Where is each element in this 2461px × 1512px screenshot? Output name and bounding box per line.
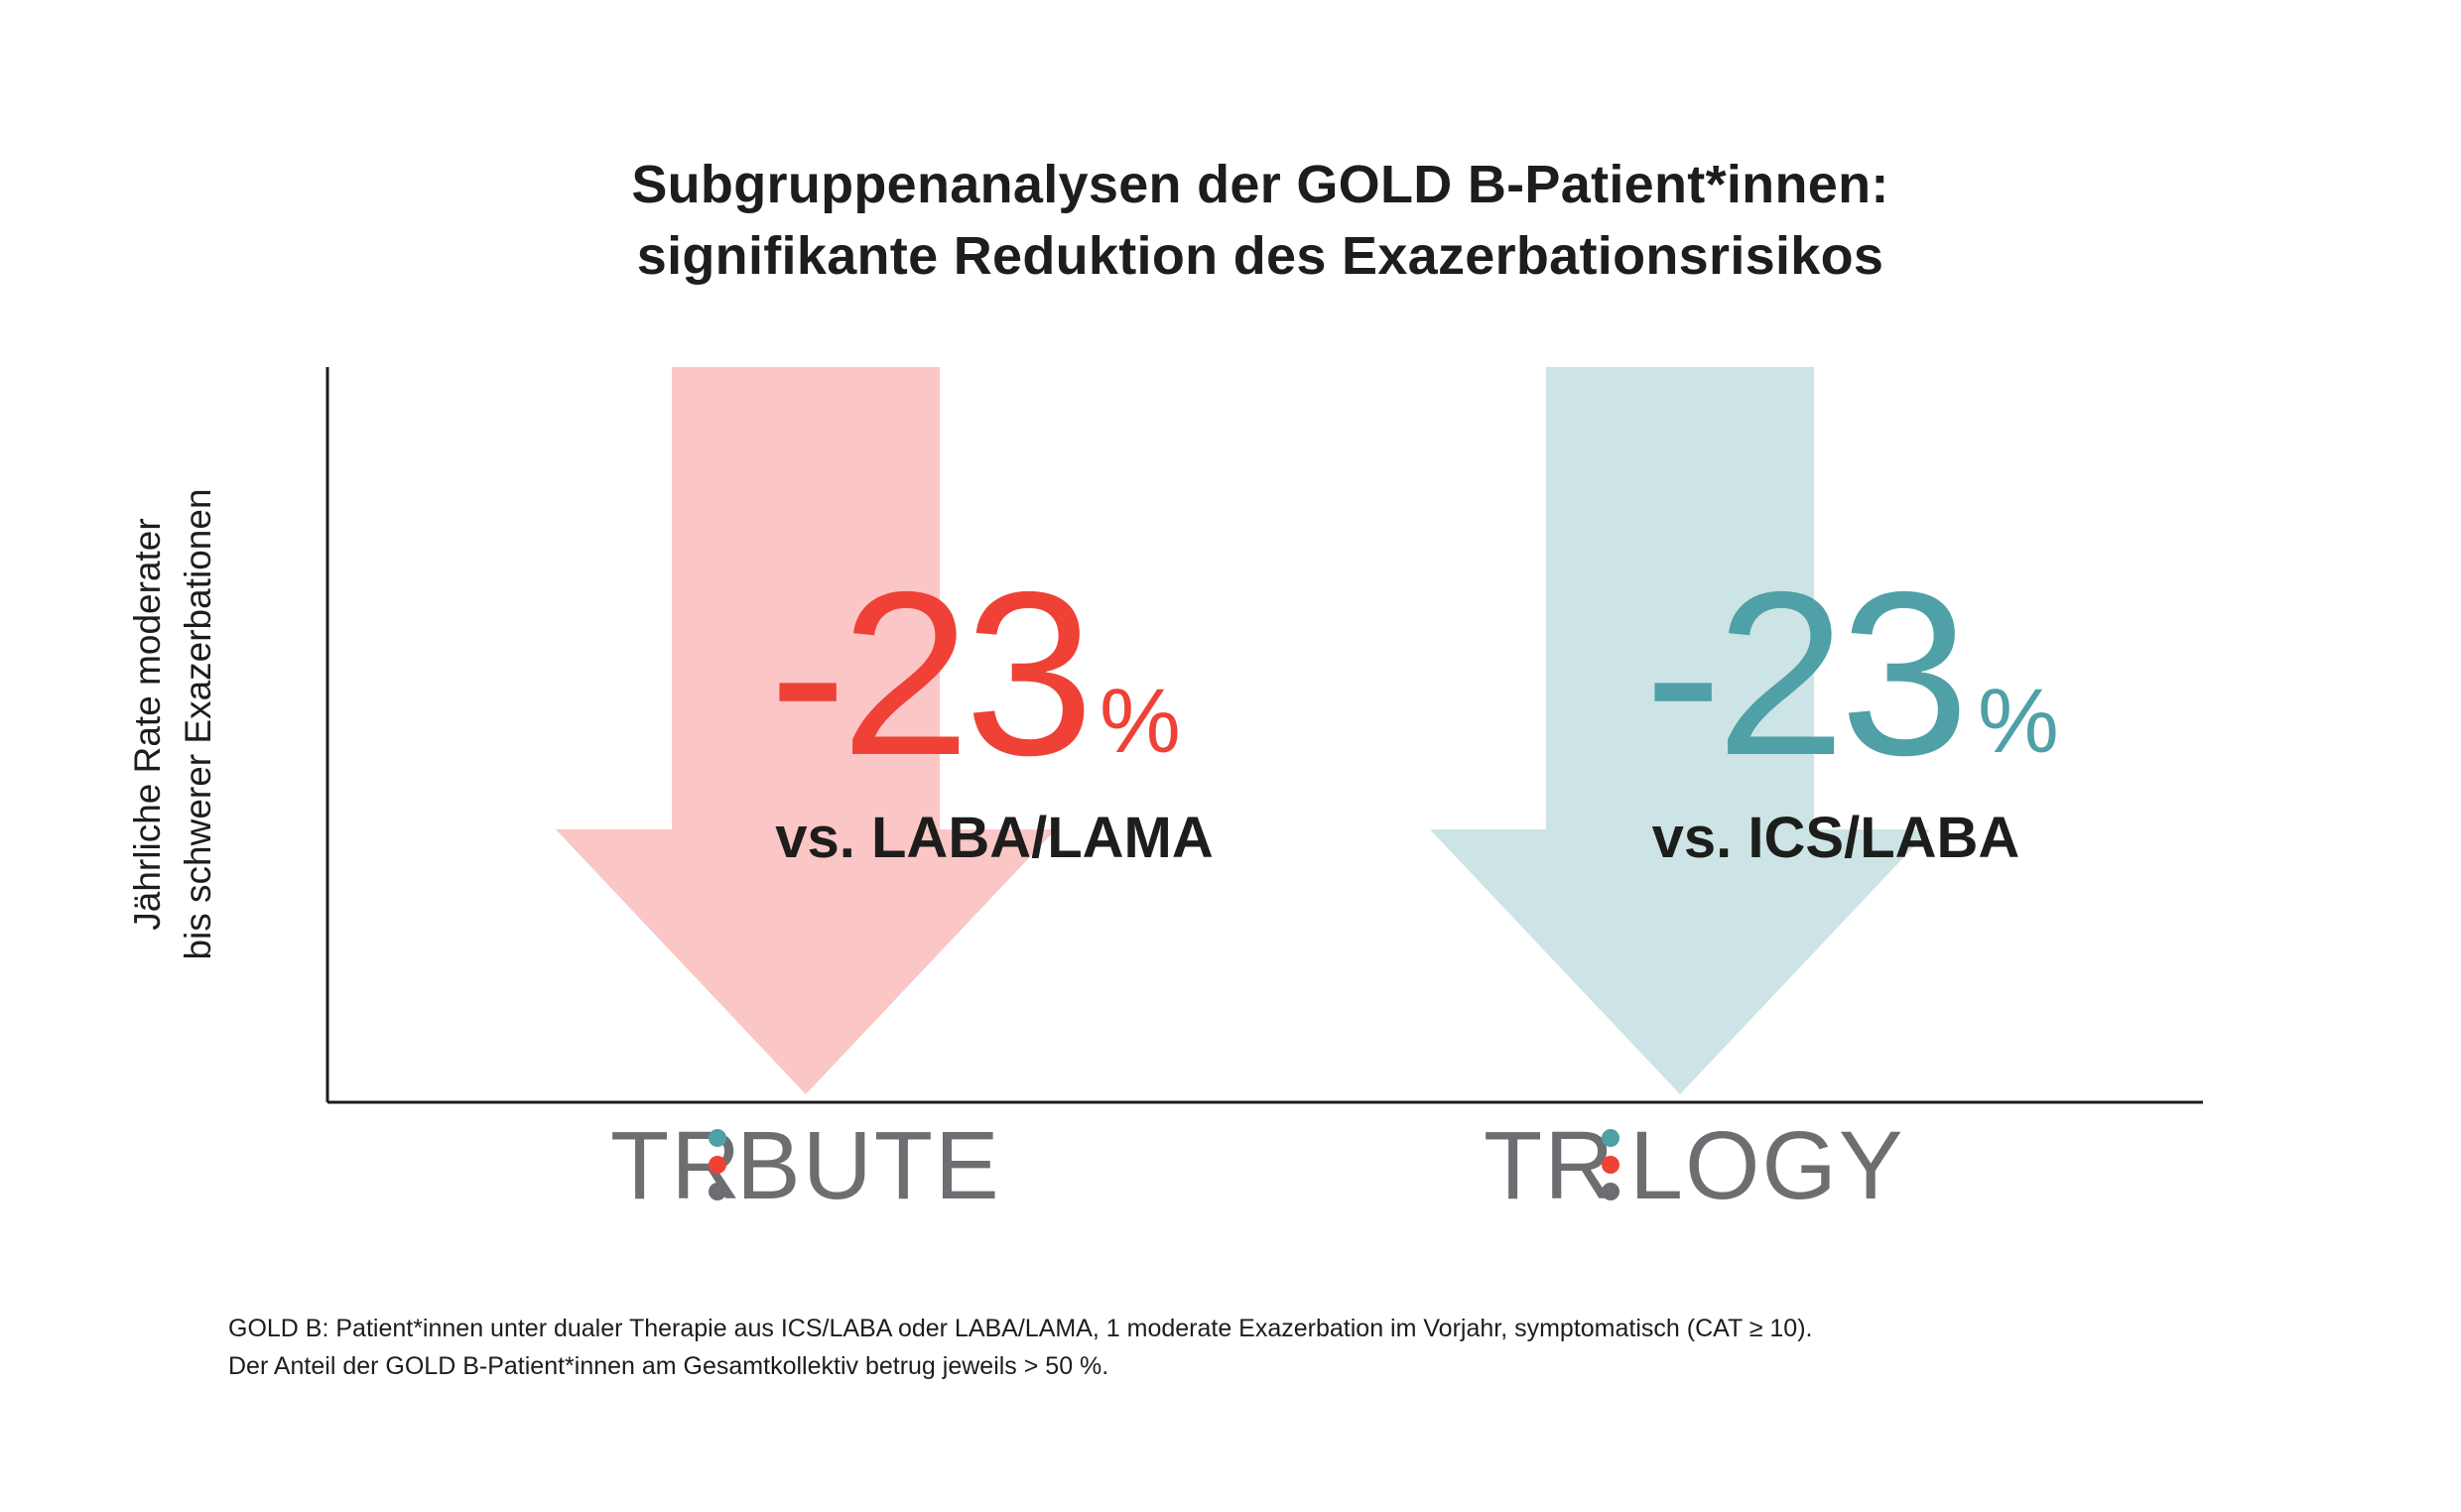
bar-arrow-tribute xyxy=(556,367,1056,1094)
chart-title: Subgruppenanalysen der GOLD B-Patient*in… xyxy=(0,149,2461,292)
logo-dot-teal-trilogy xyxy=(1602,1129,1619,1147)
comparison-label-tribute: vs. LABA/LAMA xyxy=(775,806,1213,870)
chart-title-line-2: signifikante Reduktion des Exazerbations… xyxy=(636,226,1884,286)
bar-arrow-trilogy xyxy=(1430,367,1930,1094)
data-label-value-trilogy: -23 xyxy=(1644,543,1964,804)
logo-dot-teal-tribute xyxy=(709,1129,726,1147)
logo-dot-gray-trilogy xyxy=(1602,1183,1619,1200)
data-label-unit-trilogy: % xyxy=(1978,671,2059,772)
logo-dot-red-tribute xyxy=(709,1156,726,1174)
logo-dot-red-trilogy xyxy=(1602,1156,1619,1174)
x-tick-label-trilogy-right: LOGY xyxy=(1629,1111,1905,1219)
footnote: GOLD B: Patient*innen unter dualer Thera… xyxy=(228,1310,1812,1385)
data-label-unit-tribute: % xyxy=(1100,671,1181,772)
footnote-line-2: Der Anteil der GOLD B-Patient*innen am G… xyxy=(228,1352,1109,1380)
x-tick-label-tribute-right: BUTE xyxy=(736,1111,1001,1219)
chart-title-line-1: Subgruppenanalysen der GOLD B-Patient*in… xyxy=(631,155,1889,214)
comparison-label-trilogy: vs. ICS/LABA xyxy=(1652,806,2020,870)
footnote-line-1: GOLD B: Patient*innen unter dualer Thera… xyxy=(228,1315,1813,1342)
logo-dot-gray-tribute xyxy=(709,1183,726,1200)
x-tick-label-trilogy-left: TR xyxy=(1484,1111,1616,1219)
data-label-value-tribute: -23 xyxy=(769,543,1089,804)
